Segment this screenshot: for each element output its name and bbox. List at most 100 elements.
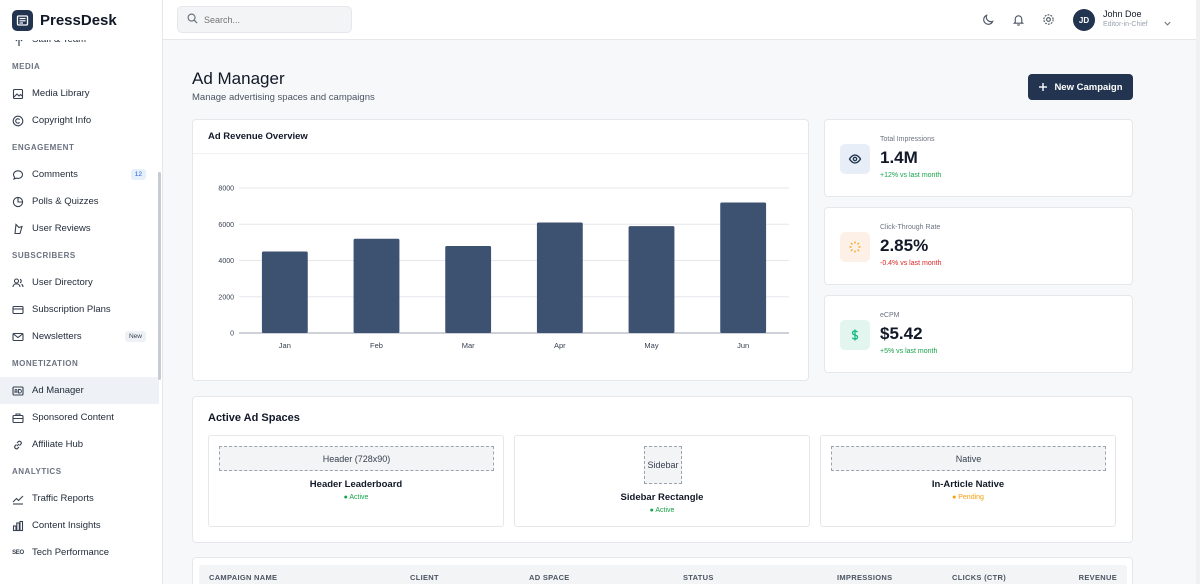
sidebar-item-media-library[interactable]: Media Library — [0, 80, 162, 107]
sidebar-item-sponsored-content[interactable]: Sponsored Content — [0, 404, 162, 431]
bar — [261, 251, 308, 333]
bell-icon[interactable] — [1011, 12, 1025, 26]
sidebar-item-user-reviews[interactable]: User Reviews — [0, 215, 162, 242]
sidebar-item-label: Tech Performance — [32, 547, 110, 558]
stat-value: 2.85% — [880, 236, 929, 255]
topbar: JD John Doe Editor-in-Chief — [163, 0, 1200, 40]
sidebar-item-content-insights[interactable]: Content Insights — [0, 512, 162, 539]
col-ad-space[interactable]: AD SPACE — [529, 573, 570, 582]
sidebar-item-ad-manager[interactable]: Ad Manager — [0, 377, 159, 404]
search-box[interactable] — [177, 6, 352, 33]
ad-space-name: Sidebar Rectangle — [620, 492, 704, 503]
count-badge: 12 — [130, 169, 146, 180]
sidebar-item-label: Sponsored Content — [32, 412, 114, 423]
dollar-icon — [840, 320, 870, 350]
sidebar-item-traffic-reports[interactable]: Traffic Reports — [0, 485, 162, 512]
bar — [628, 226, 675, 333]
campaigns-table: CAMPAIGN NAME CLIENT AD SPACE STATUS IMP… — [192, 557, 1133, 584]
ad-space-card[interactable]: Sidebar Sidebar Rectangle ● Active — [514, 435, 810, 527]
sidebar-item-user-directory[interactable]: User Directory — [0, 269, 162, 296]
ad-space-preview: Sidebar — [644, 446, 682, 484]
plus-icon — [1038, 82, 1048, 92]
sidebar-item-comments[interactable]: Comments 12 — [0, 161, 162, 188]
ad-space-status: ● Active — [343, 494, 369, 501]
user-role: Editor-in-Chief — [1103, 21, 1148, 28]
col-status[interactable]: STATUS — [683, 573, 714, 582]
page-scrollbar[interactable] — [1196, 0, 1200, 584]
card-icon — [12, 304, 24, 316]
poll-icon — [12, 196, 24, 208]
stat-value: 1.4M — [880, 148, 918, 167]
stat-card: Click-Through Rate 2.85% -0.4% vs last mon… — [824, 207, 1133, 285]
active-ad-spaces-card: Active Ad Spaces Header (728x90) Header … — [192, 396, 1133, 543]
y-tick-label: 6000 — [218, 222, 234, 229]
gear-icon[interactable] — [1041, 12, 1055, 26]
stat-trend: +5% vs last month — [880, 348, 938, 355]
stat-label: eCPM — [880, 312, 900, 319]
ad-revenue-chart: 0 2000 4000 6000 8000 Jan Feb Mar Apr May Jun — [218, 186, 789, 350]
col-client[interactable]: CLIENT — [410, 573, 439, 582]
x-tick-label: Feb — [370, 341, 383, 350]
app-name: PressDesk — [40, 11, 117, 29]
avatar[interactable]: JD — [1073, 9, 1095, 31]
bar — [536, 222, 583, 333]
stat-label: Click-Through Rate — [880, 224, 941, 231]
page-title: Ad Manager — [192, 69, 285, 88]
ad-revenue-card: Ad Revenue Overview 0 2000 4000 6000 8000 Jan… — [192, 119, 809, 381]
sidebar-scrollbar[interactable] — [158, 172, 161, 380]
ad-space-name: Header Leaderboard — [309, 479, 403, 490]
sidebar-item-tech-performance[interactable]: SEO Tech Performance — [0, 539, 162, 566]
count-badge: New — [124, 331, 146, 342]
chart-title: Ad Revenue Overview — [193, 120, 808, 154]
bar — [720, 202, 767, 333]
eye-icon — [840, 144, 870, 174]
search-input[interactable] — [204, 14, 344, 25]
star-icon — [12, 222, 24, 235]
seo-icon: SEO — [12, 549, 24, 556]
col-campaign-name[interactable]: CAMPAIGN NAME — [209, 573, 278, 582]
bar-chart-icon — [12, 520, 24, 532]
link-icon — [12, 439, 24, 451]
brand[interactable]: PressDesk — [0, 0, 162, 40]
sidebar-item-label: User Reviews — [32, 223, 91, 234]
user-name: John Doe — [1103, 9, 1142, 19]
sidebar-item-label: Content Insights — [32, 520, 101, 531]
sidebar-item-label: Affiliate Hub — [32, 439, 84, 450]
sidebar-section-label: MONETIZATION — [12, 359, 79, 368]
sidebar-item-label: Polls & Quizzes — [32, 196, 99, 207]
ad-space-name: In-Article Native — [931, 479, 1005, 490]
sidebar-item-affiliate-hub[interactable]: Affiliate Hub — [0, 431, 162, 458]
col-clicks-ctr[interactable]: CLICKS (CTR) — [952, 573, 1007, 582]
ad-space-card[interactable]: Header (728x90) Header Leaderboard ● Act… — [208, 435, 504, 527]
table-header: CAMPAIGN NAME CLIENT AD SPACE STATUS IMP… — [199, 565, 1127, 584]
moon-icon[interactable] — [981, 12, 995, 26]
sidebar-section-label: ANALYTICS — [12, 467, 62, 476]
sidebar-item-polls-quizzes[interactable]: Polls & Quizzes — [0, 188, 162, 215]
new-campaign-button[interactable]: New Campaign — [1028, 74, 1133, 100]
sidebar-item-copyright-info[interactable]: Copyright Info — [0, 107, 162, 134]
sidebar-section-label: MEDIA — [12, 62, 41, 71]
sidebar-item-label: Newsletters — [32, 331, 82, 342]
users-icon — [12, 277, 24, 289]
chevron-down-icon[interactable] — [1163, 15, 1172, 33]
y-tick-label: 0 — [230, 331, 234, 338]
stat-trend: +12% vs last month — [880, 172, 942, 179]
stat-trend: -0.4% vs last month — [880, 260, 942, 267]
sidebar-item-label: Subscription Plans — [32, 304, 111, 315]
ad-icon — [12, 385, 24, 397]
sidebar-item-subscription-plans[interactable]: Subscription Plans — [0, 296, 162, 323]
new-campaign-label: New Campaign — [1054, 81, 1123, 93]
x-tick-label: Apr — [554, 341, 566, 350]
ad-space-card[interactable]: Native In-Article Native ● Pending — [820, 435, 1116, 527]
sidebar-item-label: Copyright Info — [32, 115, 92, 126]
sidebar-item-label: Traffic Reports — [32, 493, 94, 504]
ad-space-preview: Native — [831, 446, 1106, 471]
ad-space-preview: Header (728x90) — [219, 446, 494, 471]
copyright-icon — [12, 115, 24, 127]
sidebar-item-label: Media Library — [32, 88, 90, 99]
col-revenue[interactable]: REVENUE — [1078, 573, 1117, 582]
sidebar-item-newsletters[interactable]: Newsletters New — [0, 323, 162, 350]
sidebar-item-label: User Directory — [32, 277, 93, 288]
col-impressions[interactable]: IMPRESSIONS — [837, 573, 893, 582]
